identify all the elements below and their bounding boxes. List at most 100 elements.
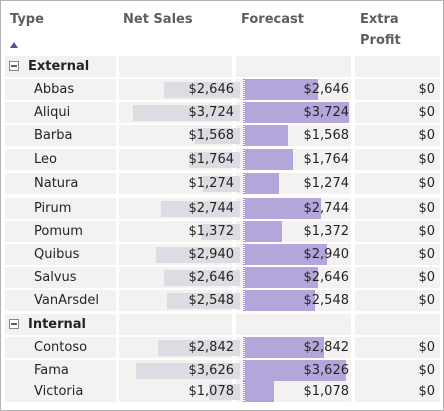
- forecast-bar: [243, 173, 279, 194]
- header-net-sales-label: Net Sales: [123, 12, 193, 27]
- forecast-value: $2,842: [303, 340, 350, 355]
- extra-profit-value: $0: [418, 82, 435, 97]
- net-sales-value: $2,548: [188, 293, 235, 308]
- row-cell: [5, 244, 116, 265]
- forecast-value: $3,626: [303, 363, 350, 378]
- forecast-bar: [243, 244, 327, 265]
- header-type-label: Type: [10, 12, 44, 27]
- forecast-bar: [243, 198, 321, 219]
- collapse-icon[interactable]: [9, 319, 19, 329]
- group-row[interactable]: External: [1, 56, 444, 77]
- row-label: Contoso: [34, 340, 88, 355]
- group-cell: [355, 314, 440, 335]
- collapse-icon[interactable]: [9, 61, 19, 71]
- group-label: External: [28, 59, 90, 74]
- extra-profit-value: $0: [418, 128, 435, 143]
- forecast-bar: [243, 221, 282, 242]
- row-label: Victoria: [34, 384, 84, 399]
- table-row[interactable]: Abbas $2,646 $2,646 $0: [1, 79, 444, 100]
- table-row[interactable]: Pirum $2,744 $2,744 $0: [1, 198, 444, 219]
- group-cell: [5, 314, 116, 335]
- net-sales-value: $2,842: [188, 340, 235, 355]
- table-row[interactable]: Fama $3,626 $3,626 $0: [1, 360, 444, 381]
- net-sales-value: $2,744: [188, 201, 235, 216]
- net-sales-bar: [209, 384, 240, 400]
- forecast-value: $1,568: [303, 128, 350, 143]
- net-sales-bar: [136, 363, 240, 379]
- row-label: Natura: [34, 176, 79, 191]
- extra-profit-value: $0: [418, 363, 435, 378]
- table-row[interactable]: Barba $1,568 $1,568 $0: [1, 125, 444, 146]
- group-cell: [119, 56, 232, 77]
- row-cell: [5, 79, 116, 100]
- forecast-value: $2,940: [303, 247, 350, 262]
- group-label: Internal: [28, 317, 87, 332]
- forecast-bar: [243, 381, 274, 402]
- row-label: Barba: [34, 128, 73, 143]
- row-label: Pomum: [34, 224, 83, 239]
- sort-ascending-icon[interactable]: [10, 42, 18, 48]
- row-cell: [355, 102, 440, 123]
- net-sales-value: $2,646: [188, 270, 235, 285]
- group-row[interactable]: Internal: [1, 314, 444, 335]
- forecast-bar: [243, 267, 318, 288]
- forecast-bar: [243, 290, 315, 311]
- header-forecast-label: Forecast: [241, 12, 304, 27]
- forecast-value: $1,372: [303, 224, 350, 239]
- forecast-value: $1,078: [303, 384, 350, 399]
- table-row[interactable]: Victoria $1,078 $1,078 $0: [1, 381, 444, 402]
- forecast-value: $1,274: [303, 176, 350, 191]
- header-net-sales[interactable]: Net Sales: [123, 9, 193, 30]
- row-cell: [5, 221, 116, 242]
- row-label: Salvus: [34, 270, 77, 285]
- forecast-bar: [243, 360, 346, 381]
- forecast-bar: [243, 79, 318, 100]
- forecast-value: $3,724: [303, 105, 350, 120]
- forecast-bar: [243, 149, 293, 170]
- row-cell: [5, 149, 116, 170]
- net-sales-bar: [158, 340, 240, 356]
- net-sales-value: $1,568: [188, 128, 235, 143]
- table-row[interactable]: Contoso $2,842 $2,842 $0: [1, 337, 444, 358]
- extra-profit-value: $0: [418, 270, 435, 285]
- forecast-value: $2,646: [303, 270, 350, 285]
- group-cell: [119, 314, 232, 335]
- table-row[interactable]: Pomum $1,372 $1,372 $0: [1, 221, 444, 242]
- header-forecast[interactable]: Forecast: [241, 9, 304, 30]
- net-sales-bar: [167, 293, 240, 309]
- row-cell: [355, 290, 440, 311]
- net-sales-bar: [189, 152, 240, 168]
- table-row[interactable]: Salvus $2,646 $2,646 $0: [1, 267, 444, 288]
- row-cell: [355, 149, 440, 170]
- extra-profit-value: $0: [418, 224, 435, 239]
- row-cell: [5, 290, 116, 311]
- row-cell: [355, 173, 440, 194]
- table-row[interactable]: Natura $1,274 $1,274 $0: [1, 173, 444, 194]
- table-row[interactable]: Leo $1,764 $1,764 $0: [1, 149, 444, 170]
- net-sales-value: $3,626: [188, 363, 235, 378]
- forecast-value: $2,548: [303, 293, 350, 308]
- net-sales-value: $1,274: [188, 176, 235, 191]
- table-row[interactable]: VanArsdel $2,548 $2,548 $0: [1, 290, 444, 311]
- header-type[interactable]: Type: [10, 9, 44, 30]
- row-cell: [355, 337, 440, 358]
- net-sales-bar: [164, 270, 240, 286]
- row-cell: [5, 267, 116, 288]
- row-cell: [355, 221, 440, 242]
- net-sales-bar: [133, 105, 240, 121]
- row-label: Fama: [34, 363, 69, 378]
- extra-profit-value: $0: [418, 340, 435, 355]
- row-label: Pirum: [34, 201, 72, 216]
- net-sales-bar: [195, 128, 240, 144]
- row-cell: [355, 267, 440, 288]
- table-row[interactable]: Aliqui $3,724 $3,724 $0: [1, 102, 444, 123]
- group-cell: [5, 56, 116, 77]
- header-extra-profit[interactable]: Extra Profit: [360, 9, 401, 51]
- row-cell: [355, 125, 440, 146]
- net-sales-value: $1,372: [188, 224, 235, 239]
- row-cell: [5, 125, 116, 146]
- net-sales-value: $1,078: [188, 384, 235, 399]
- table-row[interactable]: Quibus $2,940 $2,940 $0: [1, 244, 444, 265]
- row-cell: [5, 337, 116, 358]
